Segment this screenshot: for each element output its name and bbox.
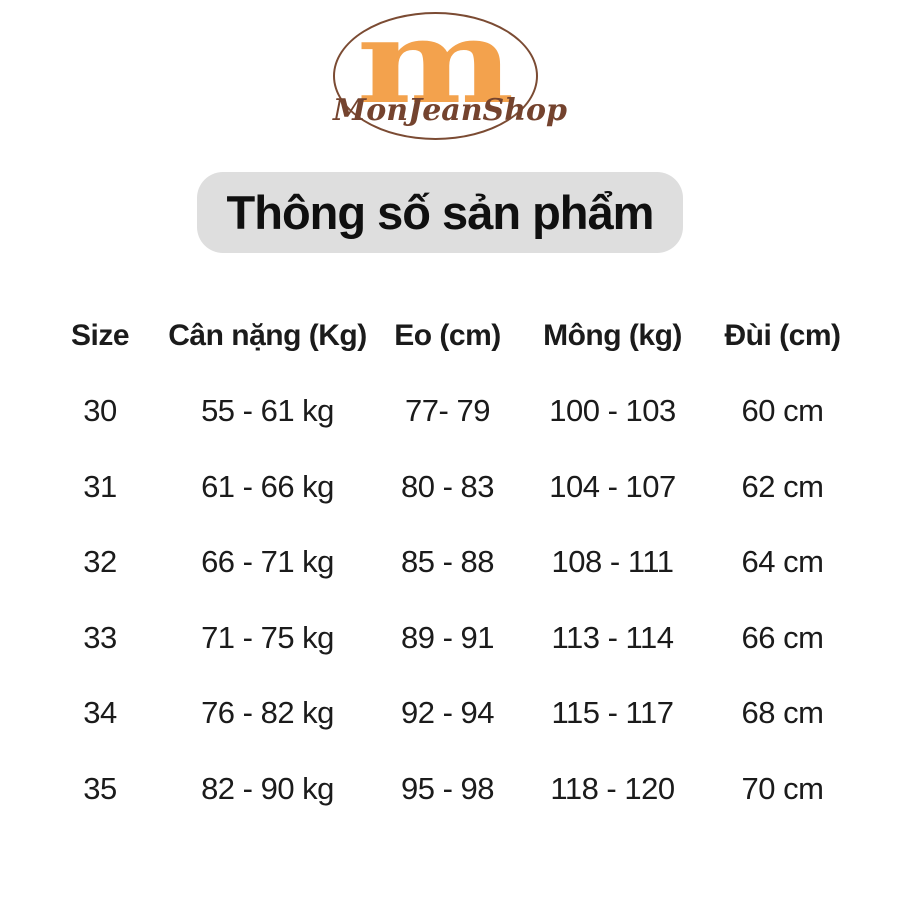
cell-waist: 89 - 91: [400, 619, 495, 655]
header-cell-weight: Cân nặng (Kg): [168, 318, 367, 352]
cell-hip: 118 - 120: [550, 770, 675, 806]
cell-weight: 82 - 90 kg: [201, 770, 334, 806]
cell-thigh: 60 cm: [741, 393, 824, 429]
logo-monogram: m: [356, 0, 515, 130]
cell-size: 33: [83, 619, 117, 655]
cell-waist: 85 - 88: [400, 544, 495, 580]
cell-thigh: 70 cm: [741, 770, 824, 806]
table-row: 34 76 - 82 kg 92 - 94 115 - 117 68 cm: [40, 676, 860, 752]
table-row: 30 55 - 61 kg 77- 79 100 - 103 60 cm: [40, 374, 860, 450]
cell-weight: 71 - 75 kg: [201, 619, 334, 655]
cell-waist: 77- 79: [405, 393, 490, 429]
cell-thigh: 64 cm: [741, 544, 824, 580]
brand-name: MonJeanShop: [333, 93, 568, 128]
cell-thigh: 62 cm: [741, 468, 824, 504]
header-cell-thigh: Đùi (cm): [724, 318, 842, 352]
cell-waist: 80 - 83: [400, 468, 495, 504]
cell-hip: 108 - 111: [551, 544, 674, 580]
logo-oval-border: [333, 12, 538, 140]
header-cell-waist: Eo (cm): [394, 318, 501, 352]
cell-weight: 66 - 71 kg: [201, 544, 334, 580]
table-row: 31 61 - 66 kg 80 - 83 104 - 107 62 cm: [40, 449, 860, 525]
header-cell-hip: Mông (kg): [543, 318, 682, 352]
page-title: Thông số sản phẩm: [226, 186, 655, 239]
cell-size: 30: [83, 393, 117, 429]
table-row: 35 82 - 90 kg 95 - 98 118 - 120 70 cm: [40, 751, 860, 827]
cell-thigh: 66 cm: [741, 619, 824, 655]
cell-size: 34: [83, 695, 117, 731]
title-banner: Thông số sản phẩm: [197, 172, 683, 253]
table-row: 32 66 - 71 kg 85 - 88 108 - 111 64 cm: [40, 525, 860, 601]
cell-waist: 92 - 94: [400, 695, 495, 731]
brand-logo: m MonJeanShop: [333, 5, 568, 140]
cell-weight: 61 - 66 kg: [201, 468, 334, 504]
cell-hip: 115 - 117: [551, 695, 674, 731]
cell-hip: 113 - 114: [551, 619, 674, 655]
cell-size: 35: [83, 770, 117, 806]
header-cell-size: Size: [70, 318, 130, 352]
cell-thigh: 68 cm: [741, 695, 824, 731]
cell-size: 31: [83, 468, 117, 504]
table-header-row: Size Cân nặng (Kg) Eo (cm) Mông (kg) Đùi…: [40, 298, 860, 374]
cell-hip: 100 - 103: [549, 393, 676, 429]
cell-weight: 55 - 61 kg: [201, 393, 334, 429]
cell-weight: 76 - 82 kg: [201, 695, 334, 731]
size-spec-table: Size Cân nặng (Kg) Eo (cm) Mông (kg) Đùi…: [40, 298, 860, 827]
cell-size: 32: [83, 544, 117, 580]
cell-hip: 104 - 107: [549, 468, 676, 504]
cell-waist: 95 - 98: [400, 770, 495, 806]
table-row: 33 71 - 75 kg 89 - 91 113 - 114 66 cm: [40, 600, 860, 676]
